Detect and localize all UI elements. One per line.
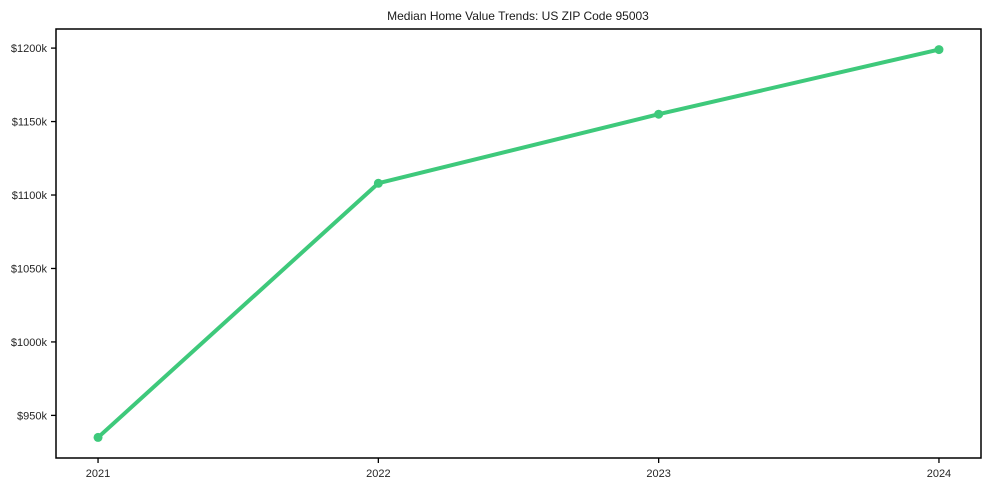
x-tick-label: 2023 [646,468,670,480]
y-tick-label: $950k [17,410,47,422]
y-tick-label: $1150k [12,117,48,129]
series-path [96,47,941,440]
x-axis: 2021 2022 2023 2024 [86,458,951,480]
x-tick-label: 2021 [86,468,110,480]
plot-border [55,28,982,459]
y-axis: $950k $1000k $1050k $1100k $1150k $1200k [11,43,56,422]
chart-title: Median Home Value Trends: US ZIP Code 95… [387,9,649,23]
y-tick-label: $1100k [12,190,48,202]
x-tick-label: 2022 [366,468,390,480]
data-point-marker [934,45,944,55]
plot-frame [55,28,982,459]
data-point-marker [93,432,103,442]
y-tick-label: $1200k [11,43,48,55]
data-point-marker [654,109,664,119]
x-tick-label: 2024 [927,468,951,480]
y-tick-label: $1050k [11,263,48,275]
y-tick-label: $1000k [11,337,48,349]
series-line [93,45,944,442]
data-point-marker [373,178,383,188]
